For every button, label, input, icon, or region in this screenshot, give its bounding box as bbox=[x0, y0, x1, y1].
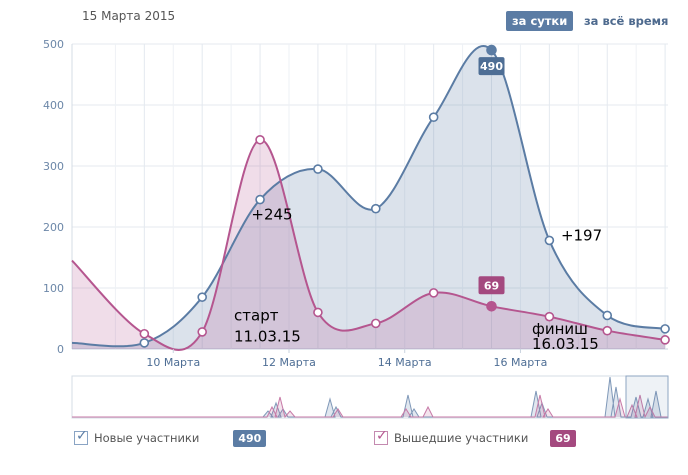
annotation-plus197: +197 bbox=[561, 226, 602, 244]
annotation-finish1: финиш bbox=[532, 320, 588, 338]
new-members-area bbox=[72, 45, 666, 349]
left-members-point bbox=[139, 328, 150, 339]
per-day-button[interactable]: за сутки bbox=[506, 11, 574, 31]
y-tick-label: 500 bbox=[43, 38, 64, 51]
left-members-point bbox=[544, 311, 555, 322]
left-members-value-badge-text: 69 bbox=[484, 279, 499, 292]
x-tick-label: 16 Марта bbox=[494, 356, 548, 369]
all-time-button[interactable]: за всё время bbox=[584, 14, 669, 28]
left-members-point bbox=[660, 335, 670, 345]
left-members-point bbox=[255, 134, 265, 145]
members-chart: 500 400 300 200 100 0 10 Марта 12 Марта 14 Март… bbox=[43, 38, 670, 419]
y-tick-label: 200 bbox=[43, 221, 64, 234]
navigator-selection bbox=[625, 375, 669, 419]
y-axis: 500 400 300 200 100 0 bbox=[43, 38, 64, 356]
range-navigator[interactable] bbox=[71, 375, 669, 419]
new-members-point bbox=[486, 44, 497, 56]
new-members-count-badge: 490 bbox=[233, 429, 267, 447]
y-tick-label: 400 bbox=[43, 99, 64, 112]
new-members-point bbox=[313, 164, 323, 174]
x-axis: 10 Марта 12 Марта 14 Марта 16 Марта bbox=[146, 349, 547, 369]
left-members-value-badge bbox=[478, 276, 505, 295]
legend-new-members[interactable]: Новые участники 490 bbox=[74, 428, 267, 447]
new-members-point bbox=[602, 310, 613, 321]
chart-areas bbox=[72, 45, 666, 350]
y-tick-label: 300 bbox=[43, 160, 64, 173]
x-tick-label: 10 Марта bbox=[146, 356, 200, 369]
navigator-frame bbox=[71, 375, 669, 419]
x-tick-label: 12 Марта bbox=[262, 356, 316, 369]
new-members-point bbox=[255, 194, 265, 205]
annotation-finish2: 16.03.15 bbox=[532, 335, 599, 353]
value-badges: 490 69 bbox=[478, 57, 505, 295]
new-members-value-badge-text: 490 bbox=[480, 60, 503, 73]
left-members-area bbox=[72, 139, 666, 350]
new-members-checkbox[interactable] bbox=[74, 428, 88, 445]
annotation-start1: старт bbox=[234, 306, 279, 324]
left-members-checkbox[interactable] bbox=[374, 428, 388, 445]
x-tick-label: 14 Марта bbox=[378, 356, 432, 369]
left-members-point bbox=[370, 318, 381, 329]
left-members-point bbox=[602, 325, 613, 336]
legend-left-label: Вышедшие участники bbox=[394, 431, 529, 445]
y-tick-label: 0 bbox=[57, 343, 64, 356]
left-members-point bbox=[197, 327, 207, 337]
new-members-point bbox=[428, 112, 439, 122]
left-members-count-badge: 69 bbox=[550, 429, 576, 447]
left-members-point bbox=[313, 307, 323, 318]
legend-new-label: Новые участники bbox=[94, 431, 200, 445]
date-label: 15 Марта 2015 bbox=[82, 9, 176, 23]
legend-left-members[interactable]: Вышедшие участники 69 bbox=[374, 428, 576, 447]
y-tick-label: 100 bbox=[43, 282, 64, 295]
new-members-point bbox=[544, 235, 555, 246]
navigator-left-series bbox=[72, 394, 668, 419]
new-members-point bbox=[197, 292, 207, 302]
annotation-start2: 11.03.15 bbox=[234, 328, 301, 346]
left-members-point bbox=[486, 300, 497, 312]
new-members-point bbox=[660, 324, 670, 334]
annotation-plus245: +245 bbox=[251, 206, 292, 224]
chart-points bbox=[139, 44, 670, 348]
left-members-point bbox=[428, 288, 439, 298]
new-members-value-badge bbox=[478, 57, 505, 76]
new-members-point bbox=[370, 203, 381, 214]
new-members-point bbox=[139, 338, 150, 348]
